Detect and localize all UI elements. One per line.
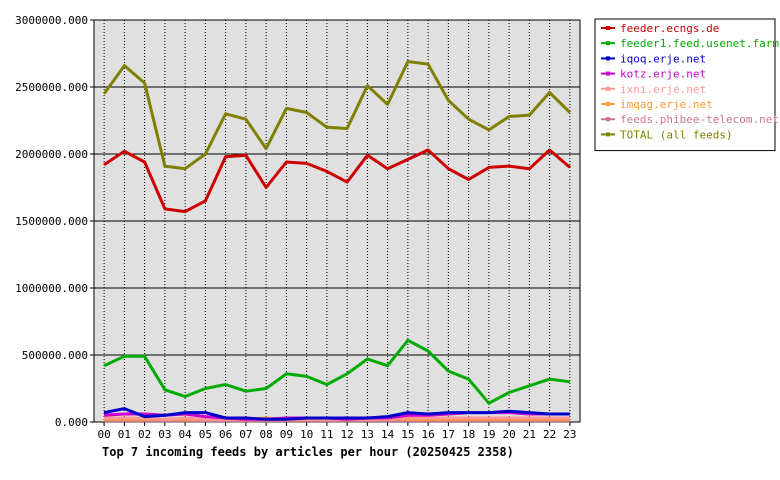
y-tick-label: 1500000.000 [15,215,88,228]
x-axis: 00 01 02 03 04 05 06 07 08 09 10 11 12 13 14 15 16 17 18 19… [98,422,577,441]
x-tick-label: 02 [138,428,151,441]
gridlines [94,20,580,422]
legend-marker [606,86,610,91]
x-tick-label: 22 [543,428,556,441]
x-tick-label: 04 [179,428,193,441]
series-line [103,338,571,405]
x-tick-label: 09 [280,428,293,441]
legend-label: iqoq.erje.net [620,52,706,65]
legend-label: ixni.erje.net [620,83,706,96]
chart-title: Top 7 incoming feeds by articles per hou… [102,445,514,459]
legend-marker [606,41,610,46]
x-tick-label: 23 [563,428,576,441]
y-tick-label: 0.000 [55,416,88,429]
x-tick-label: 05 [199,428,212,441]
legend-marker [606,117,610,122]
legend-label: kotz.erje.net [620,68,706,81]
x-tick-label: 21 [523,428,536,441]
x-tick-label: 15 [401,428,414,441]
series-line [103,407,570,421]
x-tick-label: 06 [219,428,232,441]
y-tick-label: 500000.000 [22,349,88,362]
series-lines [102,60,571,423]
y-tick-label: 3000000.000 [15,14,88,27]
x-tick-label: 00 [98,428,111,441]
series-line [102,60,571,171]
series-line [103,148,571,214]
x-tick-label: 13 [361,428,374,441]
legend-marker [606,71,610,76]
legend-label: imqag.erje.net [620,98,713,111]
y-tick-label: 2500000.000 [15,81,88,94]
legend-label: feeder.ecngs.de [620,22,719,35]
x-tick-label: 07 [239,428,252,441]
x-tick-label: 10 [300,428,313,441]
x-tick-label: 08 [260,428,273,441]
x-tick-label: 12 [341,428,354,441]
y-tick-label: 2000000.000 [15,148,88,161]
legend-box [594,18,776,152]
x-tick-label: 03 [158,428,171,441]
x-tick-label: 19 [482,428,495,441]
x-tick-label: 17 [442,428,455,441]
legend-label: TOTAL (all feeds) [620,128,733,141]
x-tick-label: 16 [422,428,435,441]
x-tick-label: 20 [503,428,516,441]
legend-label: feeds.phibee-telecom.net [620,113,779,126]
legend-marker [606,26,610,30]
y-axis: 0.000 500000.000 1000000.000 1500000.000 200… [15,14,94,429]
legend-label: feeder1.feed.usenet.farm [620,37,779,50]
x-tick-label: 18 [462,428,475,441]
legend: feeder.ecngs.de feeder1.feed.usenet.farm i… [594,18,779,152]
x-tick-label: 11 [320,428,333,441]
legend-marker [606,132,610,137]
x-tick-label: 01 [118,428,131,441]
legend-marker [606,56,610,61]
legend-marker [606,102,610,106]
x-tick-label: 14 [381,428,395,441]
y-tick-label: 1000000.000 [15,282,88,295]
